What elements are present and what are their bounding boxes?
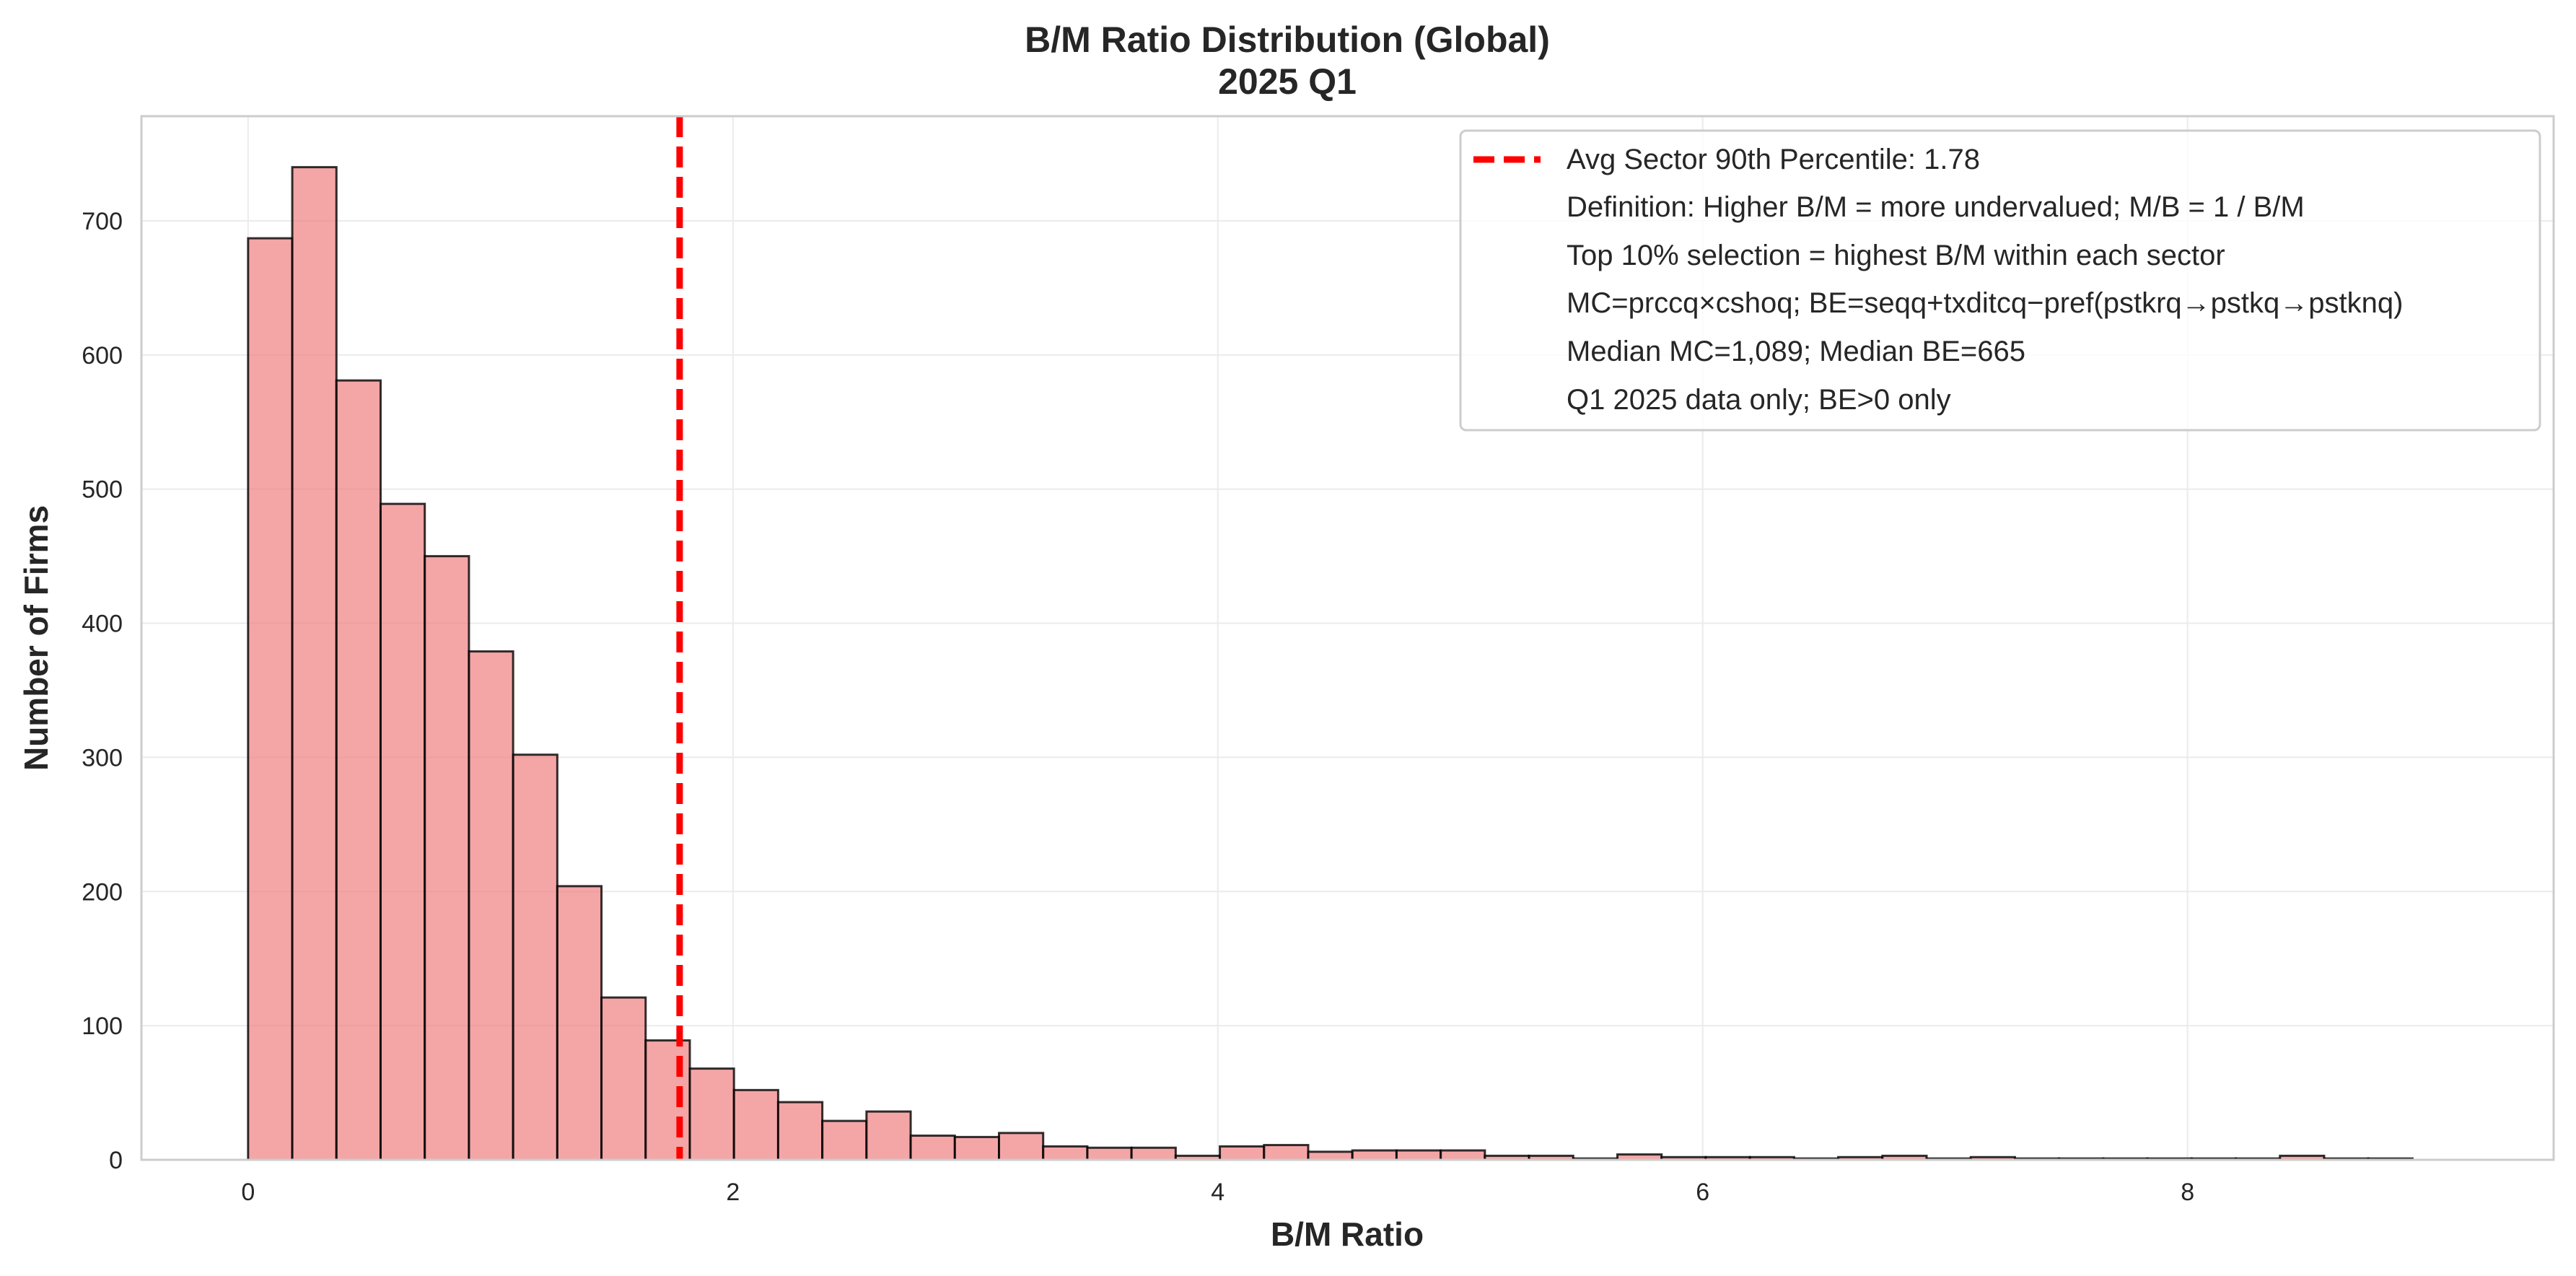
histogram-bar	[909, 1135, 956, 1161]
histogram-bar	[953, 1135, 1000, 1161]
x-axis-label: B/M Ratio	[1271, 1215, 1424, 1253]
histogram-bar	[1219, 1145, 1266, 1161]
chart-subtitle: 2025 Q1	[1218, 61, 1357, 102]
histogram-bar	[865, 1110, 912, 1161]
histogram-bar	[1130, 1146, 1177, 1161]
x-tick-label: 2	[726, 1179, 740, 1206]
plot-frame	[140, 115, 2555, 1161]
chart-title: B/M Ratio Distribution (Global)	[1025, 19, 1550, 60]
legend-note: MC=prccq×cshoq; BE=seqq+txditcq−pref(pst…	[1567, 287, 2403, 319]
y-tick-label: 100	[82, 1013, 123, 1040]
x-tick-label: 4	[1211, 1179, 1225, 1206]
histogram-bar	[1263, 1144, 1310, 1161]
x-tick-label: 8	[2181, 1179, 2194, 1206]
legend-note: Top 10% selection = highest B/M within e…	[1567, 240, 2225, 271]
histogram-bar	[468, 650, 514, 1161]
x-tick-labels: 0 2 4 6 8	[241, 1179, 2194, 1206]
histogram-bar	[379, 502, 426, 1161]
histogram-bar	[556, 885, 603, 1161]
histogram-bar	[291, 166, 338, 1161]
legend: Avg Sector 90th Percentile: 1.78 Definit…	[1459, 129, 2541, 432]
y-axis-label: Number of Firms	[17, 505, 55, 771]
histogram-bar	[512, 753, 558, 1161]
histogram-bars	[247, 166, 2414, 1161]
histogram-bar	[1086, 1146, 1133, 1161]
histogram-bar	[424, 555, 470, 1161]
legend-box	[1459, 129, 2541, 432]
legend-note: Median MC=1,089; Median BE=665	[1567, 336, 2025, 367]
x-tick-label: 0	[241, 1179, 255, 1206]
histogram-bar	[644, 1039, 691, 1161]
histogram-bar	[600, 996, 647, 1161]
histogram-bar	[821, 1119, 868, 1161]
histogram-bar	[776, 1101, 824, 1161]
histogram-bar	[688, 1067, 735, 1161]
y-tick-label: 600	[82, 342, 123, 370]
y-tick-label: 300	[82, 744, 123, 772]
x-tick-label: 6	[1696, 1179, 1709, 1206]
y-tick-label: 500	[82, 476, 123, 504]
y-tick-labels: 0 100 200 300 400 500 600 700	[82, 208, 123, 1174]
histogram-bar	[1395, 1149, 1442, 1161]
y-tick-label: 0	[109, 1147, 123, 1174]
histogram-bar	[247, 237, 294, 1161]
histogram-bar	[1440, 1149, 1486, 1161]
legend-note: Definition: Higher B/M = more undervalue…	[1567, 191, 2305, 223]
histogram-bar	[1351, 1149, 1398, 1161]
legend-entry-reference-line: Avg Sector 90th Percentile: 1.78	[1567, 144, 1980, 175]
histogram-bar	[1042, 1145, 1089, 1161]
y-tick-label: 400	[82, 611, 123, 638]
histogram-bar	[997, 1132, 1045, 1161]
legend-note: Q1 2025 data only; BE>0 only	[1567, 384, 1951, 416]
histogram-bar	[732, 1088, 779, 1161]
histogram-bar	[1307, 1150, 1354, 1161]
y-tick-label: 700	[82, 208, 123, 235]
y-tick-label: 200	[82, 878, 123, 906]
histogram-bar	[335, 379, 382, 1161]
